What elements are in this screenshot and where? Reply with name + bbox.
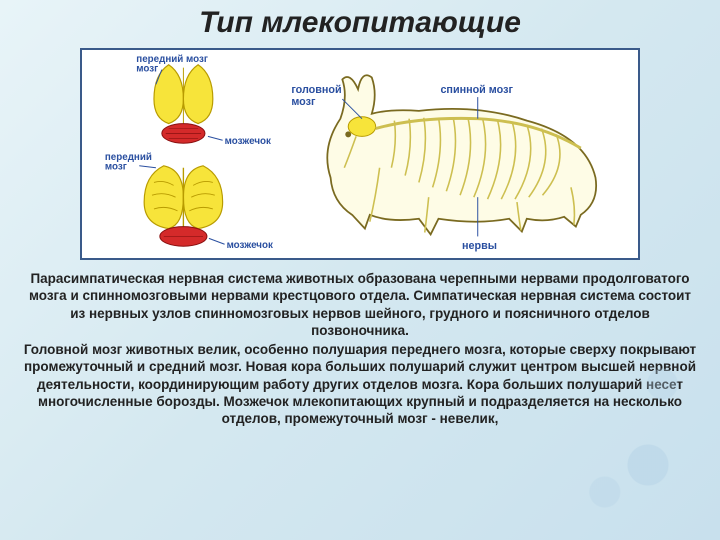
paragraph-1: Парасимпатическая нервная система животн… [22, 270, 698, 339]
brain-top-view [154, 65, 213, 143]
anatomy-svg: передний мозг мозг мозжечок передний моз… [82, 50, 638, 258]
label-cerebellum-top: мозжечок [225, 136, 271, 147]
label-brain: головной [291, 84, 341, 96]
label-cerebellum-bot: мозжечок [227, 240, 273, 251]
label-forebrain-top-2: мозг [136, 64, 158, 75]
brain-bottom-view [144, 166, 222, 246]
anatomy-figure: передний мозг мозг мозжечок передний моз… [80, 48, 640, 260]
paragraph-2: Головной мозг животных велик, особенно п… [22, 341, 698, 427]
body-text: Парасимпатическая нервная система животн… [22, 270, 698, 427]
label-brain-2: мозг [291, 96, 316, 108]
label-forebrain-mid-2: мозг [105, 162, 127, 173]
label-spinal-cord: спинной мозг [440, 84, 513, 96]
label-nerves: нервы [462, 240, 497, 252]
rabbit-anatomy [327, 75, 596, 234]
page-title: Тип млекопитающие [0, 6, 720, 40]
